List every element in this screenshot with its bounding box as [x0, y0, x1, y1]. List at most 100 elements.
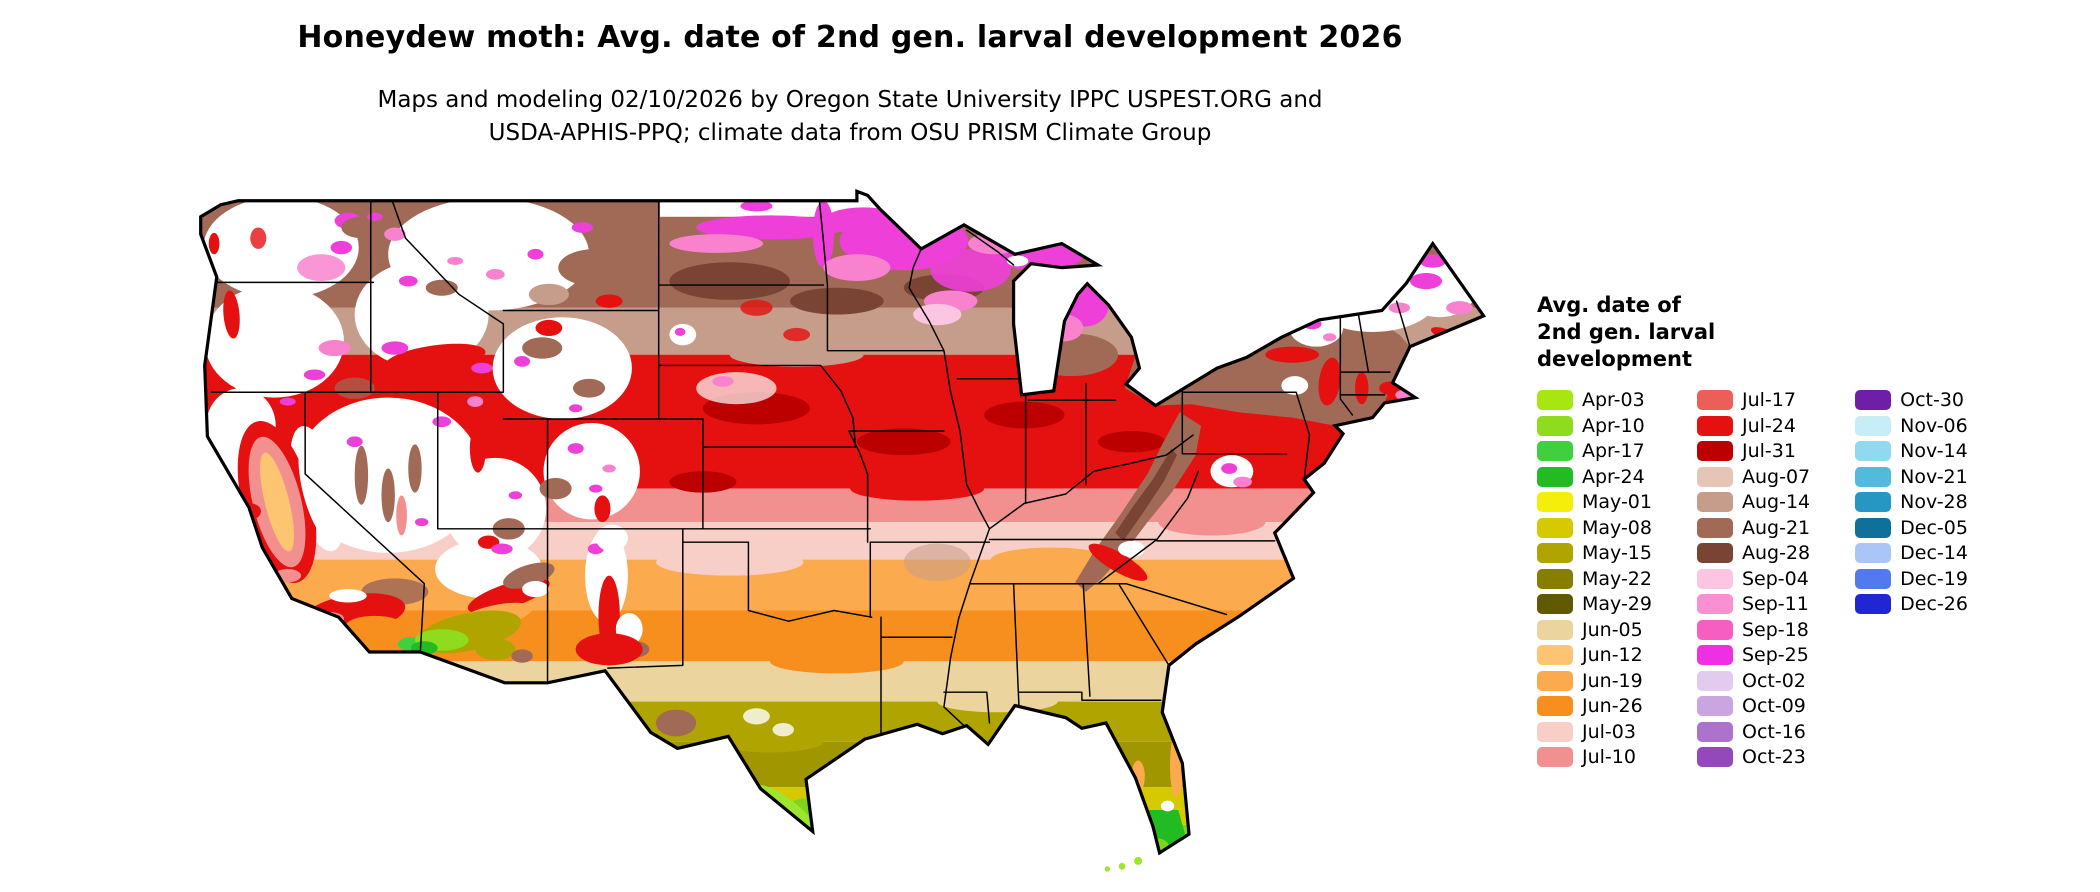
legend-entry: Nov-06	[1855, 414, 1968, 437]
legend-entry-label: Dec-05	[1900, 516, 1968, 539]
legend-swatch	[1537, 594, 1573, 614]
legend-entry: May-08	[1537, 517, 1652, 539]
legend-swatch	[1696, 390, 1733, 410]
legend-swatch	[1537, 543, 1573, 563]
legend-entry-label: Apr-03	[1582, 389, 1645, 411]
legend-entry: Oct-30	[1855, 389, 1968, 411]
legend-entry-label: Apr-17	[1582, 440, 1645, 462]
legend-swatch	[1855, 543, 1892, 563]
legend-entry: May-29	[1537, 593, 1652, 615]
legend-swatch	[1696, 594, 1733, 614]
legend-entry-label: Jun-26	[1582, 695, 1643, 717]
legend-entry-label: Jun-05	[1582, 618, 1643, 641]
legend-entry: Jun-12	[1537, 644, 1652, 666]
legend-entry: Apr-03	[1537, 389, 1652, 411]
legend-entry: Sep-11	[1696, 593, 1810, 615]
legend-swatch	[1696, 670, 1733, 691]
choropleth-field	[200, 191, 1484, 853]
legend-swatch	[1855, 466, 1892, 487]
subtitle-line-1: Maps and modeling 02/10/2026 by Oregon S…	[377, 87, 1323, 113]
legend-entry-label: Oct-16	[1741, 720, 1806, 743]
state-borders	[210, 199, 1411, 743]
legend-entry: Jun-05	[1537, 618, 1652, 641]
legend-columns: Apr-03 Apr-10 Apr-17 Apr-24 May-01 May-08 May-…	[1537, 389, 1968, 773]
legend-entry-label: Aug-28	[1741, 542, 1811, 564]
legend-entry: Sep-18	[1696, 618, 1810, 641]
legend-swatch	[1696, 619, 1733, 640]
legend-swatch	[1696, 696, 1733, 716]
legend-title-line-2: 2nd gen. larval	[1537, 320, 1716, 344]
legend-entry-label: May-29	[1582, 593, 1652, 615]
legend-entry: Dec-19	[1855, 567, 1968, 590]
legend-entry: Apr-24	[1537, 466, 1652, 488]
legend-column: Apr-03 Apr-10 Apr-17 Apr-24 May-01 May-08 May-…	[1537, 389, 1652, 773]
legend-entry-label: Oct-02	[1741, 669, 1806, 692]
legend-entry: Aug-07	[1696, 465, 1811, 488]
legend-entry: Nov-21	[1855, 465, 1968, 488]
legend-entry: Nov-28	[1855, 491, 1968, 513]
legend-swatch	[1537, 568, 1573, 589]
legend-entry-label: Aug-21	[1741, 516, 1811, 539]
legend-column: Oct-30 Nov-06 Nov-14 Nov-21 Nov-28 Dec-05 Dec-…	[1855, 389, 1968, 773]
legend-swatch	[1537, 466, 1573, 487]
us-map	[194, 187, 1493, 884]
legend-entry-label: Aug-07	[1741, 465, 1811, 488]
legend-entry-label: Nov-06	[1900, 414, 1968, 437]
legend-entry: Dec-05	[1855, 516, 1968, 539]
legend-entry-label: Nov-14	[1900, 440, 1968, 462]
legend-entry-label: Jul-31	[1741, 440, 1796, 462]
legend-swatch	[1696, 568, 1733, 589]
legend-swatch	[1855, 568, 1892, 589]
legend-swatch	[1537, 441, 1573, 461]
legend-entry: Jul-03	[1537, 721, 1652, 743]
legend-entry: Apr-17	[1537, 440, 1652, 462]
legend-title: Avg. date of 2nd gen. larval development	[1537, 292, 1968, 373]
legend-entry: Oct-02	[1696, 669, 1810, 692]
legend-swatch	[1537, 696, 1573, 716]
legend-entry-label: Apr-10	[1582, 414, 1645, 437]
legend-swatch	[1855, 441, 1892, 461]
legend-swatch	[1696, 415, 1733, 436]
legend-entry: Jul-17	[1696, 389, 1810, 411]
legend-entry-label: Dec-14	[1900, 542, 1968, 564]
legend-entry: Aug-14	[1696, 491, 1810, 513]
legend-entry-label: May-01	[1582, 491, 1652, 513]
legend-entry-label: Jul-17	[1741, 389, 1796, 411]
legend-swatch	[1537, 415, 1573, 436]
legend-entry: Jun-19	[1537, 670, 1652, 692]
legend-entry: Jul-10	[1537, 746, 1652, 768]
legend-entry: Jul-31	[1696, 440, 1810, 462]
legend-swatch	[1537, 390, 1573, 410]
legend-entry-label: Sep-11	[1741, 593, 1809, 615]
legend-entry-label: Sep-04	[1741, 567, 1809, 590]
legend-swatch	[1696, 543, 1733, 563]
florida-keys	[1104, 856, 1143, 872]
legend-swatch	[1855, 517, 1892, 538]
legend-title-line-3: development	[1537, 347, 1692, 371]
legend-swatch	[1696, 466, 1733, 487]
legend-entry-label: Sep-18	[1741, 618, 1809, 641]
legend-entry: Oct-09	[1696, 695, 1810, 717]
legend-entry-label: Dec-19	[1900, 567, 1968, 590]
legend-swatch	[1696, 492, 1733, 512]
legend-swatch	[1696, 441, 1733, 461]
legend-entry: Jul-24	[1696, 415, 1810, 437]
legend-swatch	[1855, 390, 1892, 410]
legend-column: Jul-17 Jul-24 Jul-31 Aug-07 Aug-14 Aug-21 Aug-…	[1696, 389, 1811, 773]
legend-swatch	[1696, 645, 1733, 665]
legend-swatch	[1537, 645, 1573, 665]
legend-entry-label: Oct-23	[1741, 746, 1806, 768]
legend-entry-label: Nov-28	[1900, 491, 1968, 513]
legend-entry: Dec-26	[1855, 593, 1968, 615]
legend-entry: Sep-25	[1696, 644, 1810, 666]
page-subtitle: Maps and modeling 02/10/2026 by Oregon S…	[200, 84, 1500, 150]
legend-entry: Oct-23	[1696, 746, 1810, 768]
legend-entry-label: Jul-10	[1582, 746, 1636, 768]
legend-entry-label: Dec-26	[1900, 593, 1968, 615]
legend-entry: Oct-16	[1696, 720, 1810, 743]
legend-entry-label: Nov-21	[1900, 465, 1968, 488]
legend-swatch	[1537, 747, 1573, 767]
legend-swatch	[1855, 492, 1892, 512]
legend-entry-label: Oct-30	[1900, 389, 1965, 411]
legend-entry-label: Sep-25	[1741, 644, 1809, 666]
